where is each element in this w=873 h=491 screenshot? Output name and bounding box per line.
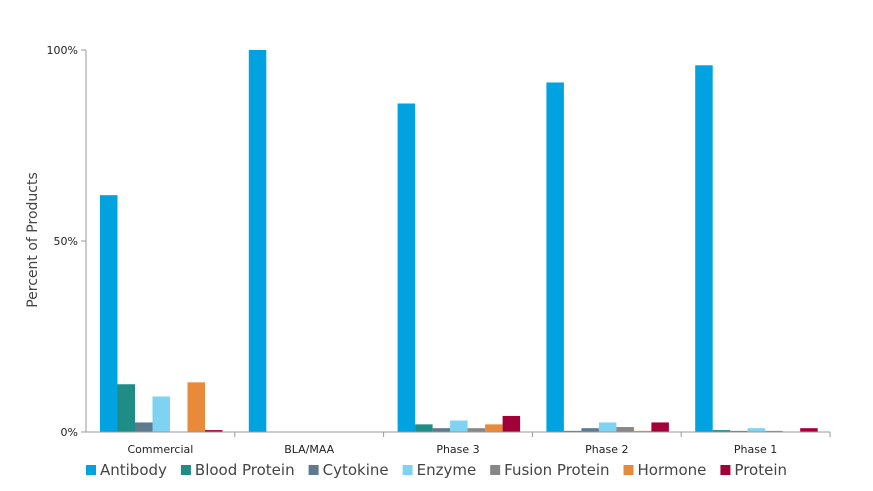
legend-swatch (720, 465, 731, 475)
legend-label: Fusion Protein (504, 461, 609, 479)
bar-fusion-protein (765, 430, 783, 432)
bar-enzyme (747, 428, 766, 432)
bars-layer (100, 50, 818, 432)
bar-protein (205, 430, 223, 432)
bar-antibody (248, 50, 267, 432)
bar-cytokine (432, 428, 451, 432)
bar-enzyme (152, 396, 170, 432)
legend-item: Cytokine (308, 461, 389, 479)
y-axis-title: Percent of Products (25, 172, 41, 308)
legend-swatch (623, 465, 634, 475)
bar-blood-protein (117, 384, 135, 432)
bar-antibody (397, 103, 416, 432)
x-category-labels: Commercial BLA/MAA Phase 3 Phase 2 Phase 1 (128, 432, 831, 456)
x-category-label: Commercial (128, 443, 194, 456)
x-category-label: Phase 1 (734, 443, 777, 456)
legend-label: Cytokine (323, 461, 389, 479)
bar-blood-protein (415, 424, 433, 432)
axes-layer (85, 50, 830, 433)
legend-item: Antibody (85, 461, 167, 479)
x-category-label: Phase 3 (436, 443, 479, 456)
bar-protein (502, 415, 521, 432)
legend-swatch (490, 465, 501, 475)
y-ticks: 0% 50% 100% (47, 44, 86, 439)
legend-swatch (308, 465, 319, 475)
bar-antibody (695, 65, 713, 432)
bar-hormone (187, 382, 205, 432)
y-tick-label: 100% (47, 44, 78, 57)
bar-blood-protein (712, 430, 731, 432)
bar-cytokine (730, 430, 748, 432)
bar-fusion-protein (467, 428, 486, 432)
legend-item: Blood Protein (180, 461, 295, 479)
legend-label: Blood Protein (195, 461, 295, 479)
bar-fusion-protein (616, 427, 634, 432)
legend-swatch (85, 465, 96, 475)
legend-label: Antibody (100, 461, 167, 479)
bar-hormone (485, 424, 503, 432)
x-category-label: BLA/MAA (284, 443, 334, 456)
bar-enzyme (450, 420, 468, 432)
legend: Antibody Blood Protein Cytokine Enzyme Fusio… (85, 461, 787, 479)
legend-item: Protein (720, 461, 787, 479)
legend-swatch (402, 465, 413, 475)
legend-swatch (180, 465, 191, 475)
bar-protein (651, 422, 669, 432)
legend-item: Fusion Protein (490, 461, 610, 479)
legend-label: Hormone (638, 461, 707, 479)
legend-item: Enzyme (402, 461, 477, 479)
bar-enzyme (598, 422, 617, 432)
bar-cytokine (135, 422, 153, 432)
bar-antibody (100, 195, 118, 432)
y-tick-label: 50% (54, 235, 78, 248)
bar-cytokine (581, 428, 599, 432)
legend-label: Protein (734, 461, 787, 479)
bar-blood-protein (563, 430, 582, 432)
legend-label: Enzyme (417, 461, 477, 479)
bar-antibody (546, 82, 564, 432)
bar-hormone (633, 430, 652, 432)
legend-item: Hormone (623, 461, 707, 479)
bar-protein (800, 428, 818, 432)
x-category-label: Phase 2 (585, 443, 628, 456)
y-tick-label: 0% (61, 426, 78, 439)
